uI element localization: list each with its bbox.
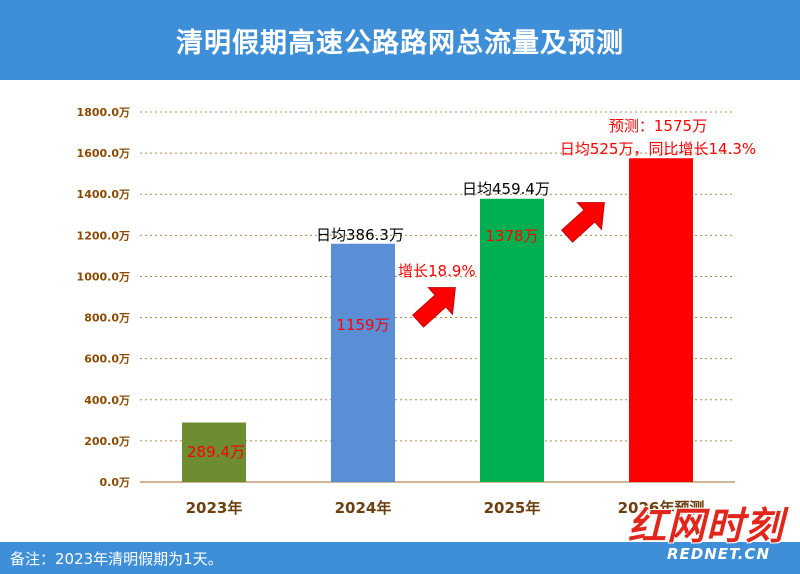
- bar: [480, 198, 544, 482]
- x-tick-label: 2025年: [484, 499, 541, 517]
- x-tick-label: 2023年: [186, 499, 243, 517]
- y-tick-label: 600.0万: [84, 353, 130, 366]
- y-tick-label: 1000.0万: [77, 270, 130, 283]
- watermark-logo: 红网时刻 REDNET.CN: [592, 495, 792, 569]
- value-label: 289.4万: [187, 443, 245, 461]
- page-title: 清明假期高速公路路网总流量及预测: [176, 27, 624, 59]
- forecast-label: 预测：1575万: [609, 117, 707, 135]
- y-tick-label: 200.0万: [84, 435, 130, 448]
- y-tick-label: 400.0万: [84, 394, 130, 407]
- y-tick-label: 800.0万: [84, 312, 130, 325]
- y-tick-label: 1800.0万: [77, 106, 130, 119]
- y-tick-label: 1200.0万: [77, 229, 130, 242]
- y-tick-label: 0.0万: [100, 476, 131, 489]
- y-tick-label: 1400.0万: [77, 188, 130, 201]
- daily-label: 日均386.3万: [316, 226, 404, 244]
- watermark-sub: REDNET.CN: [667, 545, 770, 563]
- title-bar: 清明假期高速公路路网总流量及预测: [0, 0, 800, 80]
- footer-bar: 备注：2023年清明假期为1天。: [0, 542, 800, 574]
- value-label: 1159万: [336, 316, 389, 334]
- forecast-label: 日均525万，同比增长14.3%: [560, 140, 756, 158]
- bar: [629, 158, 693, 482]
- growth-arrow-icon: [412, 287, 456, 328]
- watermark-main: 红网时刻: [627, 504, 784, 548]
- growth-arrow-icon: [561, 202, 605, 243]
- growth-label: 增长18.9%: [398, 262, 476, 280]
- bar-chart: 0.0万 200.0万 400.0万 600.0万 800.0万 1000.0万 1200.…: [77, 106, 757, 517]
- bar: [182, 422, 246, 482]
- x-tick-label: 2024年: [335, 499, 392, 517]
- x-tick-label: 2026年预测: [618, 499, 705, 517]
- value-label: 1378万: [485, 227, 538, 245]
- y-tick-label: 1600.0万: [77, 147, 130, 160]
- footer-note: 备注：2023年清明假期为1天。: [10, 550, 223, 568]
- daily-label: 日均459.4万: [462, 180, 550, 198]
- bar: [331, 243, 395, 482]
